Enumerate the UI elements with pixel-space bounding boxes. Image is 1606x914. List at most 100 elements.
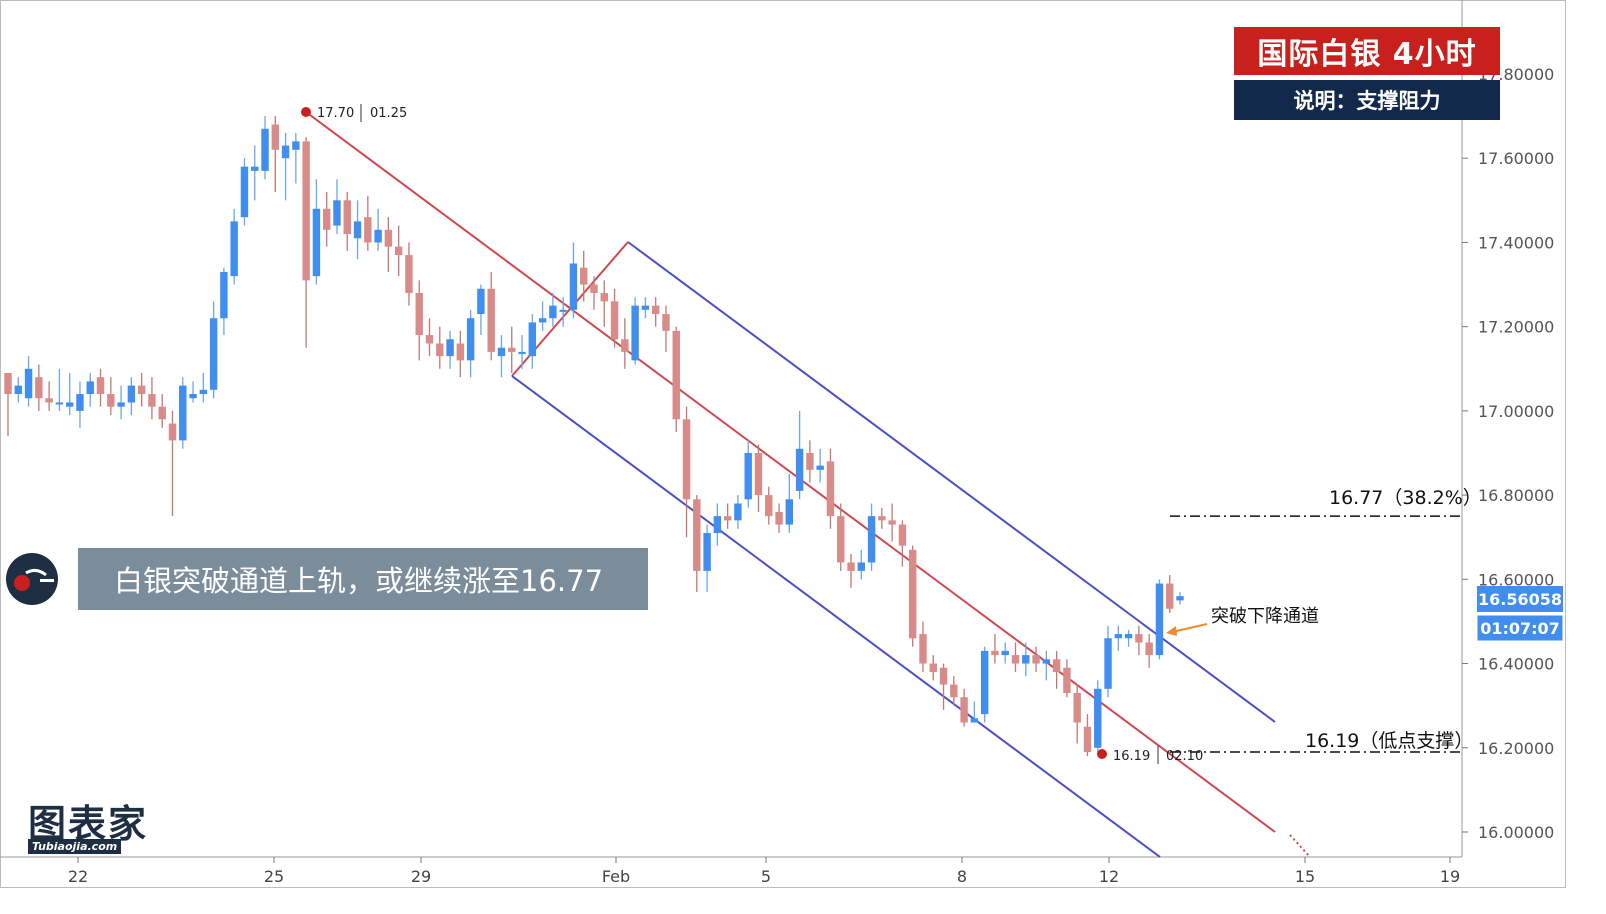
candle-body bbox=[240, 166, 249, 218]
candle-body bbox=[148, 394, 156, 407]
resistance-label: 16.77（38.2%） bbox=[1329, 487, 1482, 509]
candle-body bbox=[909, 549, 917, 639]
candle-body bbox=[713, 516, 722, 533]
candle-body bbox=[302, 141, 310, 281]
candle-body bbox=[888, 520, 896, 525]
candle-body bbox=[1083, 726, 1092, 752]
candle-body bbox=[1114, 634, 1123, 639]
y-tick-label: 16.80000 bbox=[1478, 486, 1554, 505]
candle-body bbox=[1011, 655, 1020, 664]
candle-body bbox=[343, 200, 351, 235]
x-axis-ticks: 22 25 29 Feb 5 8 12 15 19 bbox=[68, 857, 1460, 886]
candle-body bbox=[580, 267, 588, 285]
candle-body bbox=[672, 330, 680, 420]
candle-body bbox=[980, 650, 989, 715]
candle-body bbox=[107, 394, 115, 407]
candle-body bbox=[209, 318, 218, 390]
candle-body bbox=[703, 532, 711, 571]
candle-body bbox=[754, 452, 763, 496]
candle-body bbox=[96, 377, 105, 395]
x-tick-label: 19 bbox=[1440, 867, 1460, 886]
high-marker-date: 01.25 bbox=[370, 106, 407, 121]
candle-body bbox=[816, 465, 824, 470]
channel-blue-lower-line bbox=[511, 375, 1161, 858]
candle-body bbox=[734, 503, 742, 521]
high-marker-price: 17.70 bbox=[317, 106, 354, 121]
high-marker-dot bbox=[301, 107, 311, 117]
candle-body bbox=[1135, 634, 1143, 643]
channel-lines bbox=[305, 111, 1311, 858]
candle-body bbox=[528, 322, 537, 357]
candle-body bbox=[477, 288, 485, 315]
y-axis-ticks: 17.8000017.6000017.4000017.2000017.00000… bbox=[1462, 65, 1554, 842]
candle-body bbox=[292, 141, 300, 150]
candle-body bbox=[1176, 596, 1184, 601]
candle-body bbox=[960, 697, 968, 723]
candle-body bbox=[374, 229, 382, 243]
candle-body bbox=[795, 448, 804, 491]
candle-body bbox=[436, 343, 444, 357]
candle-body bbox=[189, 394, 197, 399]
candle-body bbox=[1104, 638, 1112, 689]
candle-body bbox=[991, 650, 999, 656]
candles bbox=[4, 116, 1184, 757]
y-tick-label: 17.00000 bbox=[1478, 402, 1554, 421]
candle-body bbox=[1073, 693, 1081, 723]
y-tick-label: 17.20000 bbox=[1478, 318, 1554, 337]
chart-subtitle: 说明：支撑阻力 bbox=[1234, 80, 1500, 120]
brand-logo-text: 图表家 bbox=[28, 801, 149, 846]
chart-title: 国际白银 4小时 bbox=[1234, 27, 1500, 75]
candle-body bbox=[1022, 655, 1030, 664]
channel-blue-upper-line bbox=[627, 241, 1276, 723]
candle-body bbox=[559, 309, 567, 312]
channel-red-tail bbox=[1289, 834, 1311, 858]
candle-body bbox=[65, 402, 74, 407]
x-tick-label: 5 bbox=[761, 867, 771, 886]
candle-body bbox=[415, 292, 423, 336]
candle-body bbox=[806, 452, 814, 470]
candle-body bbox=[775, 511, 783, 525]
candle-body bbox=[14, 385, 22, 395]
candle-body bbox=[610, 301, 619, 340]
candle-body bbox=[333, 200, 341, 226]
candle-body bbox=[4, 372, 12, 395]
candle-body bbox=[723, 516, 732, 521]
x-tick-label: 15 bbox=[1295, 867, 1315, 886]
headline-banner: 白银突破通道上轨，或继续涨至16.77 bbox=[78, 548, 648, 610]
low-marker-date: 02.10 bbox=[1166, 749, 1203, 764]
candle-body bbox=[651, 305, 660, 315]
candle-body bbox=[312, 208, 321, 277]
candle-body bbox=[487, 288, 495, 352]
x-tick-label: 25 bbox=[264, 867, 284, 886]
y-tick-label: 17.60000 bbox=[1478, 149, 1554, 168]
candle-body bbox=[970, 718, 979, 723]
candle-body bbox=[281, 145, 290, 159]
candle-body bbox=[878, 516, 886, 521]
candle-body bbox=[24, 368, 33, 399]
countdown-tag bbox=[1476, 614, 1564, 642]
candle-body bbox=[898, 524, 907, 546]
candle-body bbox=[939, 667, 948, 685]
brand-logo-url: Tubiaojia.com bbox=[28, 839, 122, 854]
candle-body bbox=[1042, 659, 1051, 664]
candle-body bbox=[425, 335, 434, 344]
analyst-avatar-icon bbox=[6, 553, 58, 605]
candle-body bbox=[168, 423, 177, 441]
candle-body bbox=[45, 398, 53, 403]
candle-body bbox=[631, 305, 639, 361]
candle-body bbox=[1032, 655, 1040, 664]
candle-body bbox=[1052, 659, 1061, 672]
candle-body bbox=[950, 684, 958, 698]
breakout-arrow bbox=[1171, 623, 1208, 633]
y-tick-label: 17.40000 bbox=[1478, 233, 1554, 252]
candle-body bbox=[1145, 642, 1153, 656]
x-tick-label: 8 bbox=[957, 867, 967, 886]
x-tick-label: 12 bbox=[1099, 867, 1119, 886]
candle-body bbox=[621, 339, 629, 352]
candle-body bbox=[158, 406, 166, 420]
level-lines bbox=[1170, 515, 1462, 753]
candle-body bbox=[569, 263, 578, 310]
candle-body bbox=[271, 124, 279, 150]
candle-body bbox=[1166, 583, 1174, 609]
